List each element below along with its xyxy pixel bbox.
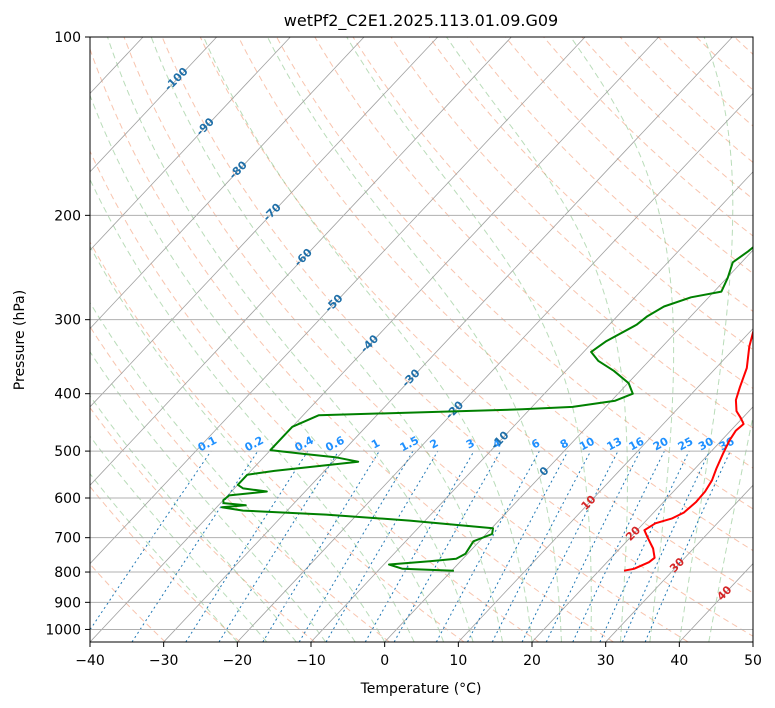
isotherm [90, 37, 659, 642]
dry-adiabat [90, 325, 390, 642]
x-tick-label: −20 [223, 653, 253, 669]
background-lines [90, 37, 753, 642]
x-tick-label: 20 [523, 653, 541, 669]
isotherm [163, 37, 733, 642]
moist-adiabat [678, 37, 734, 642]
x-tick-label: 30 [597, 653, 615, 669]
moist-adiabat [90, 350, 327, 642]
moist-adiabat [267, 37, 562, 642]
profile-series [220, 246, 753, 572]
isotherm [90, 37, 512, 486]
dry-adiabat [276, 37, 753, 510]
isotherm [605, 484, 753, 642]
mixing-ratio-line [90, 450, 212, 631]
y-tick-label: 700 [54, 531, 81, 547]
isotherm [90, 37, 586, 565]
moist-adiabat [708, 414, 753, 642]
moist-adiabat [346, 37, 592, 642]
x-axis-title: Temperature (°C) [360, 681, 482, 697]
moist-adiabat [150, 37, 503, 642]
mixing-ratio-line [599, 450, 690, 642]
mixing-ratio-line [572, 450, 665, 642]
dry-adiabat [199, 37, 753, 594]
dry-adiabat [90, 47, 614, 642]
x-tick-label: −10 [296, 653, 326, 669]
moist-adiabat [203, 37, 533, 642]
chart-title: wetPf2_C2E1.2025.113.01.09.G09 [284, 11, 558, 31]
moist-adiabat [90, 94, 445, 642]
y-tick-label: 300 [54, 313, 81, 329]
mixing-ratio-line [262, 450, 380, 642]
mixing-ratio-line [364, 450, 475, 642]
isotherm [90, 37, 438, 408]
temperature-profile-line [623, 328, 753, 572]
x-tick-label: −40 [75, 653, 105, 669]
y-tick-label: 500 [54, 444, 81, 460]
mixing-ratio-label: 20 [651, 435, 671, 454]
moist-adiabat [107, 37, 474, 642]
moist-adiabat [446, 37, 628, 642]
y-tick-label: 200 [54, 208, 81, 224]
mixing-ratio-line [491, 450, 592, 642]
y-axis-title: Pressure (hPa) [12, 290, 28, 390]
dry-adiabat [581, 37, 753, 200]
y-tick-label: 1000 [45, 622, 81, 638]
dry-adiabat [90, 406, 316, 642]
mixing-ratio-line [393, 450, 502, 642]
isotherm [90, 37, 291, 251]
mixing-ratio-label: 30 [696, 435, 716, 454]
y-tick-label: 100 [54, 30, 81, 46]
mixing-ratio-label: 10 [577, 435, 597, 454]
moist-adiabat [90, 301, 356, 642]
x-tick-label: 10 [449, 653, 467, 669]
dry-adiabat [90, 485, 241, 642]
x-tick-label: 40 [670, 653, 688, 669]
mixing-ratio-line [545, 450, 641, 642]
dry-adiabat [428, 37, 753, 351]
isotherm [310, 171, 753, 642]
dry-adiabat [238, 37, 753, 552]
dry-adiabat [90, 241, 465, 642]
mixing-ratio-label: 16 [627, 435, 647, 454]
dry-adiabat [90, 149, 540, 642]
dry-adiabat [314, 37, 753, 469]
mixing-ratio-line [325, 450, 439, 642]
moist-adiabat [90, 178, 415, 642]
mixing-ratio-label: 25 [676, 435, 696, 454]
y-tick-label: 800 [54, 565, 81, 581]
mixing-ratio-line [131, 450, 259, 642]
dry-adiabat [123, 37, 689, 642]
isotherm [384, 249, 753, 642]
mixing-ratio-line [435, 450, 540, 642]
isotherm [90, 37, 365, 330]
x-axis: −40 −30 −20 −10 0 10 20 30 40 50 [75, 642, 762, 669]
isotherm [531, 406, 753, 642]
x-tick-label: 50 [744, 653, 762, 669]
mixing-ratio-line [467, 450, 569, 642]
y-tick-label: 600 [54, 491, 81, 507]
y-tick-label: 400 [54, 387, 81, 403]
moist-adiabat [570, 37, 675, 642]
moist-adiabat [90, 394, 297, 642]
isotherm [458, 327, 753, 642]
x-tick-label: 0 [380, 653, 389, 669]
dry-adiabat [390, 37, 753, 390]
dry-adiabat [505, 37, 753, 275]
mixing-ratio-label: 13 [605, 435, 625, 454]
isotherm [90, 37, 217, 173]
y-tick-label: 900 [54, 595, 81, 611]
dry-adiabat [161, 37, 753, 637]
isotherm [237, 92, 753, 642]
plot-frame [89, 36, 754, 643]
mixing-ratio-line [298, 450, 414, 642]
dry-adiabat [543, 37, 753, 237]
dewpoint-profile-line [220, 246, 753, 572]
x-tick-label: −30 [149, 653, 179, 669]
mixing-ratio-line [521, 450, 619, 642]
y-axis: 100 200 300 400 500 600 700 800 900 1000 [45, 30, 90, 638]
moist-adiabat [90, 245, 386, 642]
